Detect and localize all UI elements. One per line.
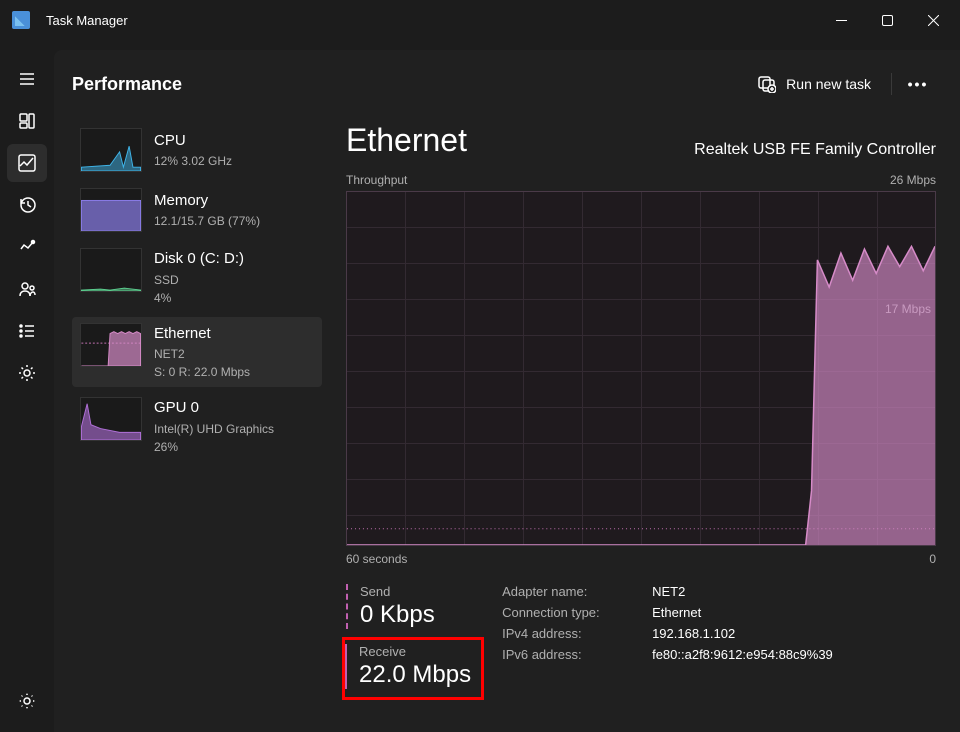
info-val: 192.168.1.102 [652,626,833,641]
chart-mid-label: 17 Mbps [885,302,931,316]
chart-axis-top-right: 26 Mbps [890,173,936,187]
info-key: Connection type: [502,605,642,620]
more-options-button[interactable]: ••• [900,68,936,100]
info-val: fe80::a2f8:9612:e954:88c9%39 [652,647,833,662]
send-value: 0 Kbps [360,601,484,629]
resource-item-memory[interactable]: Memory 12.1/15.7 GB (77%) [72,182,322,238]
resource-thumb [80,323,142,367]
receive-label: Receive [359,644,471,659]
close-button[interactable] [910,0,956,40]
resource-thumb [80,397,142,441]
resource-thumb [80,248,142,292]
minimize-button[interactable] [818,0,864,40]
resource-item-ethernet[interactable]: Ethernet NET2 S: 0 R: 22.0 Mbps [72,317,322,388]
nav-details[interactable] [7,312,47,350]
resource-sub2: S: 0 R: 22.0 Mbps [154,363,250,381]
nav-hamburger[interactable] [7,60,47,98]
receive-highlight: Receive 22.0 Mbps [342,637,484,700]
chart-axis-bottom-left: 60 seconds [346,552,407,566]
titlebar: Task Manager [0,0,960,40]
resource-item-gpu-0[interactable]: GPU 0 Intel(R) UHD Graphics 26% [72,391,322,462]
page-title: Performance [72,74,182,95]
resource-sub2: 26% [154,438,274,456]
detail-subtitle: Realtek USB FE Family Controller [694,141,936,159]
app-icon [12,11,30,29]
send-label: Send [360,584,484,599]
nav-startup[interactable] [7,228,47,266]
resource-sub: SSD [154,271,244,289]
run-task-label: Run new task [786,76,871,92]
info-key: Adapter name: [502,584,642,599]
chart-axis-bottom-right: 0 [929,552,936,566]
maximize-button[interactable] [864,0,910,40]
nav-app-history[interactable] [7,186,47,224]
resource-name: CPU [154,130,232,153]
throughput-chart: 17 Mbps [346,191,936,546]
chart-axis-top-left: Throughput [346,173,407,187]
resource-sub2: 4% [154,289,244,307]
resource-list: CPU 12% 3.02 GHz Memory 12.1/15.7 GB (77… [72,122,322,714]
resource-sub: 12.1/15.7 GB (77%) [154,212,260,230]
resource-name: Disk 0 (C: D:) [154,248,244,271]
info-val: Ethernet [652,605,833,620]
resource-name: Memory [154,190,260,213]
info-key: IPv6 address: [502,647,642,662]
resource-thumb [80,128,142,172]
nav-services[interactable] [7,354,47,392]
resource-sub: Intel(R) UHD Graphics [154,420,274,438]
resource-item-cpu[interactable]: CPU 12% 3.02 GHz [72,122,322,178]
run-new-task-button[interactable]: Run new task [746,69,883,99]
window-title: Task Manager [46,13,818,28]
nav-rail [0,40,54,732]
adapter-info: Adapter name: NET2 Connection type: Etherne… [502,584,833,700]
nav-performance[interactable] [7,144,47,182]
send-stat: Send 0 Kbps [346,584,484,629]
info-key: IPv4 address: [502,626,642,641]
detail-title: Ethernet [346,122,467,159]
resource-item-disk-0-c-d-[interactable]: Disk 0 (C: D:) SSD 4% [72,242,322,313]
resource-name: GPU 0 [154,397,274,420]
receive-value: 22.0 Mbps [359,661,471,689]
divider [891,73,892,95]
resource-sub: 12% 3.02 GHz [154,152,232,170]
info-val: NET2 [652,584,833,599]
nav-processes[interactable] [7,102,47,140]
receive-stat: Receive 22.0 Mbps [345,644,471,689]
resource-sub: NET2 [154,345,250,363]
nav-users[interactable] [7,270,47,308]
resource-thumb [80,188,142,232]
nav-settings[interactable] [7,682,47,720]
resource-name: Ethernet [154,323,250,346]
